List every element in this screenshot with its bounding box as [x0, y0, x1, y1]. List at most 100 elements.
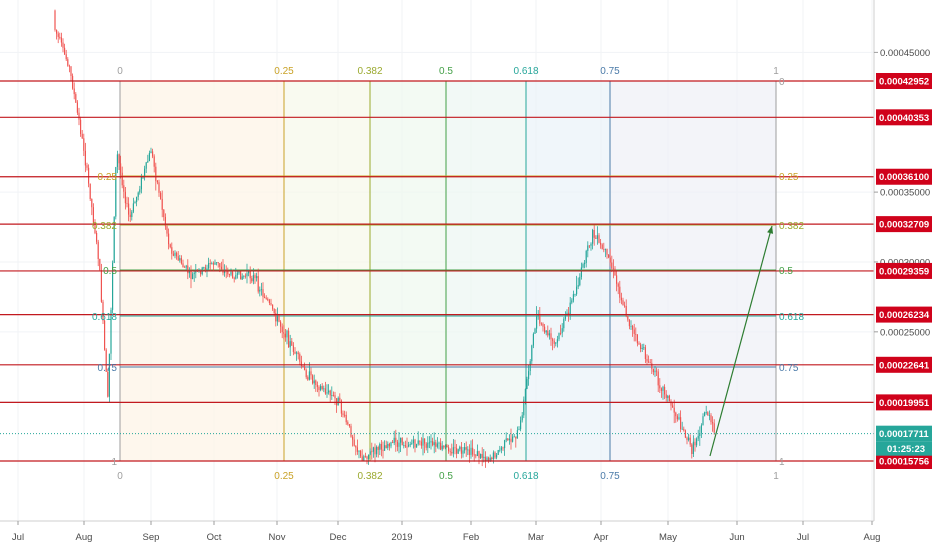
candle-body: [387, 443, 389, 448]
candle-body: [145, 162, 147, 169]
candle-body: [592, 230, 594, 244]
candle-body: [188, 271, 190, 274]
candle-body: [678, 417, 680, 420]
candle-body: [355, 445, 357, 448]
candle-body: [318, 386, 320, 390]
candle-body: [164, 217, 166, 227]
candle-body: [499, 449, 501, 451]
candle-body: [129, 214, 131, 217]
candle-body: [393, 437, 395, 443]
fib-labels: 0 0 0.25 0.25 0.382 0.382 0.5 0.5 0.618 0.618 0.75…: [92, 66, 804, 482]
candle-body: [153, 156, 155, 167]
candle-body: [396, 441, 398, 447]
candle-body: [204, 267, 206, 270]
candle-body: [334, 395, 336, 399]
candle-body: [73, 88, 75, 95]
candle-body: [324, 388, 326, 394]
candle-body: [492, 452, 494, 459]
candle-body: [176, 252, 178, 257]
candle-body: [246, 273, 248, 277]
candle-body: [651, 363, 653, 369]
candle-body: [166, 226, 168, 234]
level-price-tag: 0.00019951: [879, 398, 930, 409]
candle-body: [99, 259, 101, 271]
candle-body: [633, 329, 635, 334]
candle-body: [217, 262, 219, 264]
candle-body: [713, 423, 715, 433]
candle-body: [348, 424, 350, 427]
candle-body: [401, 437, 403, 446]
candle-body: [313, 380, 315, 384]
candle-body: [539, 314, 541, 324]
candle-body: [712, 422, 714, 424]
candle-body: [299, 354, 301, 362]
candle-body: [102, 301, 104, 321]
candle-body: [238, 270, 240, 274]
candle-body: [691, 444, 693, 454]
candle-body: [555, 342, 557, 344]
candle-body: [593, 230, 595, 238]
candle-body: [286, 330, 288, 338]
candle-body: [648, 361, 650, 363]
candle-body: [662, 386, 664, 391]
candle-body: [404, 445, 406, 447]
candle-body: [235, 274, 237, 279]
candle-body: [361, 456, 363, 461]
candle-body: [262, 289, 264, 297]
time-axis[interactable]: Jul Aug Sep Oct Nov Dec 2019 Feb Mar Apr May Jun Jul…: [12, 521, 881, 543]
time-axis-label: May: [659, 532, 677, 543]
candle-body: [337, 397, 339, 406]
candle-body: [113, 216, 115, 263]
current-price-tag: 0.00017711: [879, 429, 929, 440]
candle-body: [504, 440, 506, 449]
candle-body: [459, 446, 461, 450]
candle-body: [600, 242, 602, 245]
candle-body: [556, 339, 558, 343]
candle-body: [257, 276, 259, 292]
time-axis-label: Sep: [143, 532, 160, 543]
candle-body: [622, 300, 624, 306]
candle-body: [316, 384, 318, 387]
fib-price-label-left: 1: [111, 457, 117, 468]
candle-body: [203, 267, 205, 269]
candle-body: [425, 443, 427, 448]
candle-body: [108, 353, 110, 397]
candle-body: [705, 412, 707, 413]
candle-body: [260, 289, 262, 290]
candle-body: [468, 449, 470, 455]
candle-body: [481, 454, 483, 458]
candle-body: [566, 312, 568, 315]
candle-body: [547, 330, 549, 336]
candle-body: [232, 271, 234, 278]
time-axis-label: 2019: [391, 532, 412, 543]
candle-body: [296, 352, 298, 354]
candle-body: [411, 443, 413, 445]
candle-body: [398, 442, 400, 447]
candle-body: [284, 333, 286, 338]
candle-body: [200, 269, 202, 275]
candle-body: [60, 37, 62, 43]
candle-body: [292, 345, 294, 352]
candle-body: [611, 262, 613, 269]
candle-body: [363, 456, 365, 461]
candle-body: [180, 258, 182, 264]
candle-body: [249, 270, 251, 279]
candle-body: [627, 316, 629, 320]
price-axis-label: 0.00035000: [880, 188, 930, 199]
time-axis-label: Mar: [528, 532, 544, 543]
fib-time-label-top: 0.618: [513, 66, 538, 77]
candle-body: [644, 347, 646, 359]
candle-body: [291, 341, 293, 346]
candle-body: [174, 252, 176, 256]
candle-body: [540, 323, 542, 325]
candle-body: [118, 154, 120, 164]
candle-body: [507, 438, 509, 441]
candle-body: [475, 455, 477, 457]
level-price-tag: 0.00029359: [879, 266, 929, 277]
level-price-tag-bg: [876, 216, 932, 233]
candle-body: [544, 326, 546, 333]
fib-price-label-left: 0.75: [98, 363, 118, 374]
candle-body: [422, 438, 424, 446]
candle-body: [417, 440, 419, 445]
